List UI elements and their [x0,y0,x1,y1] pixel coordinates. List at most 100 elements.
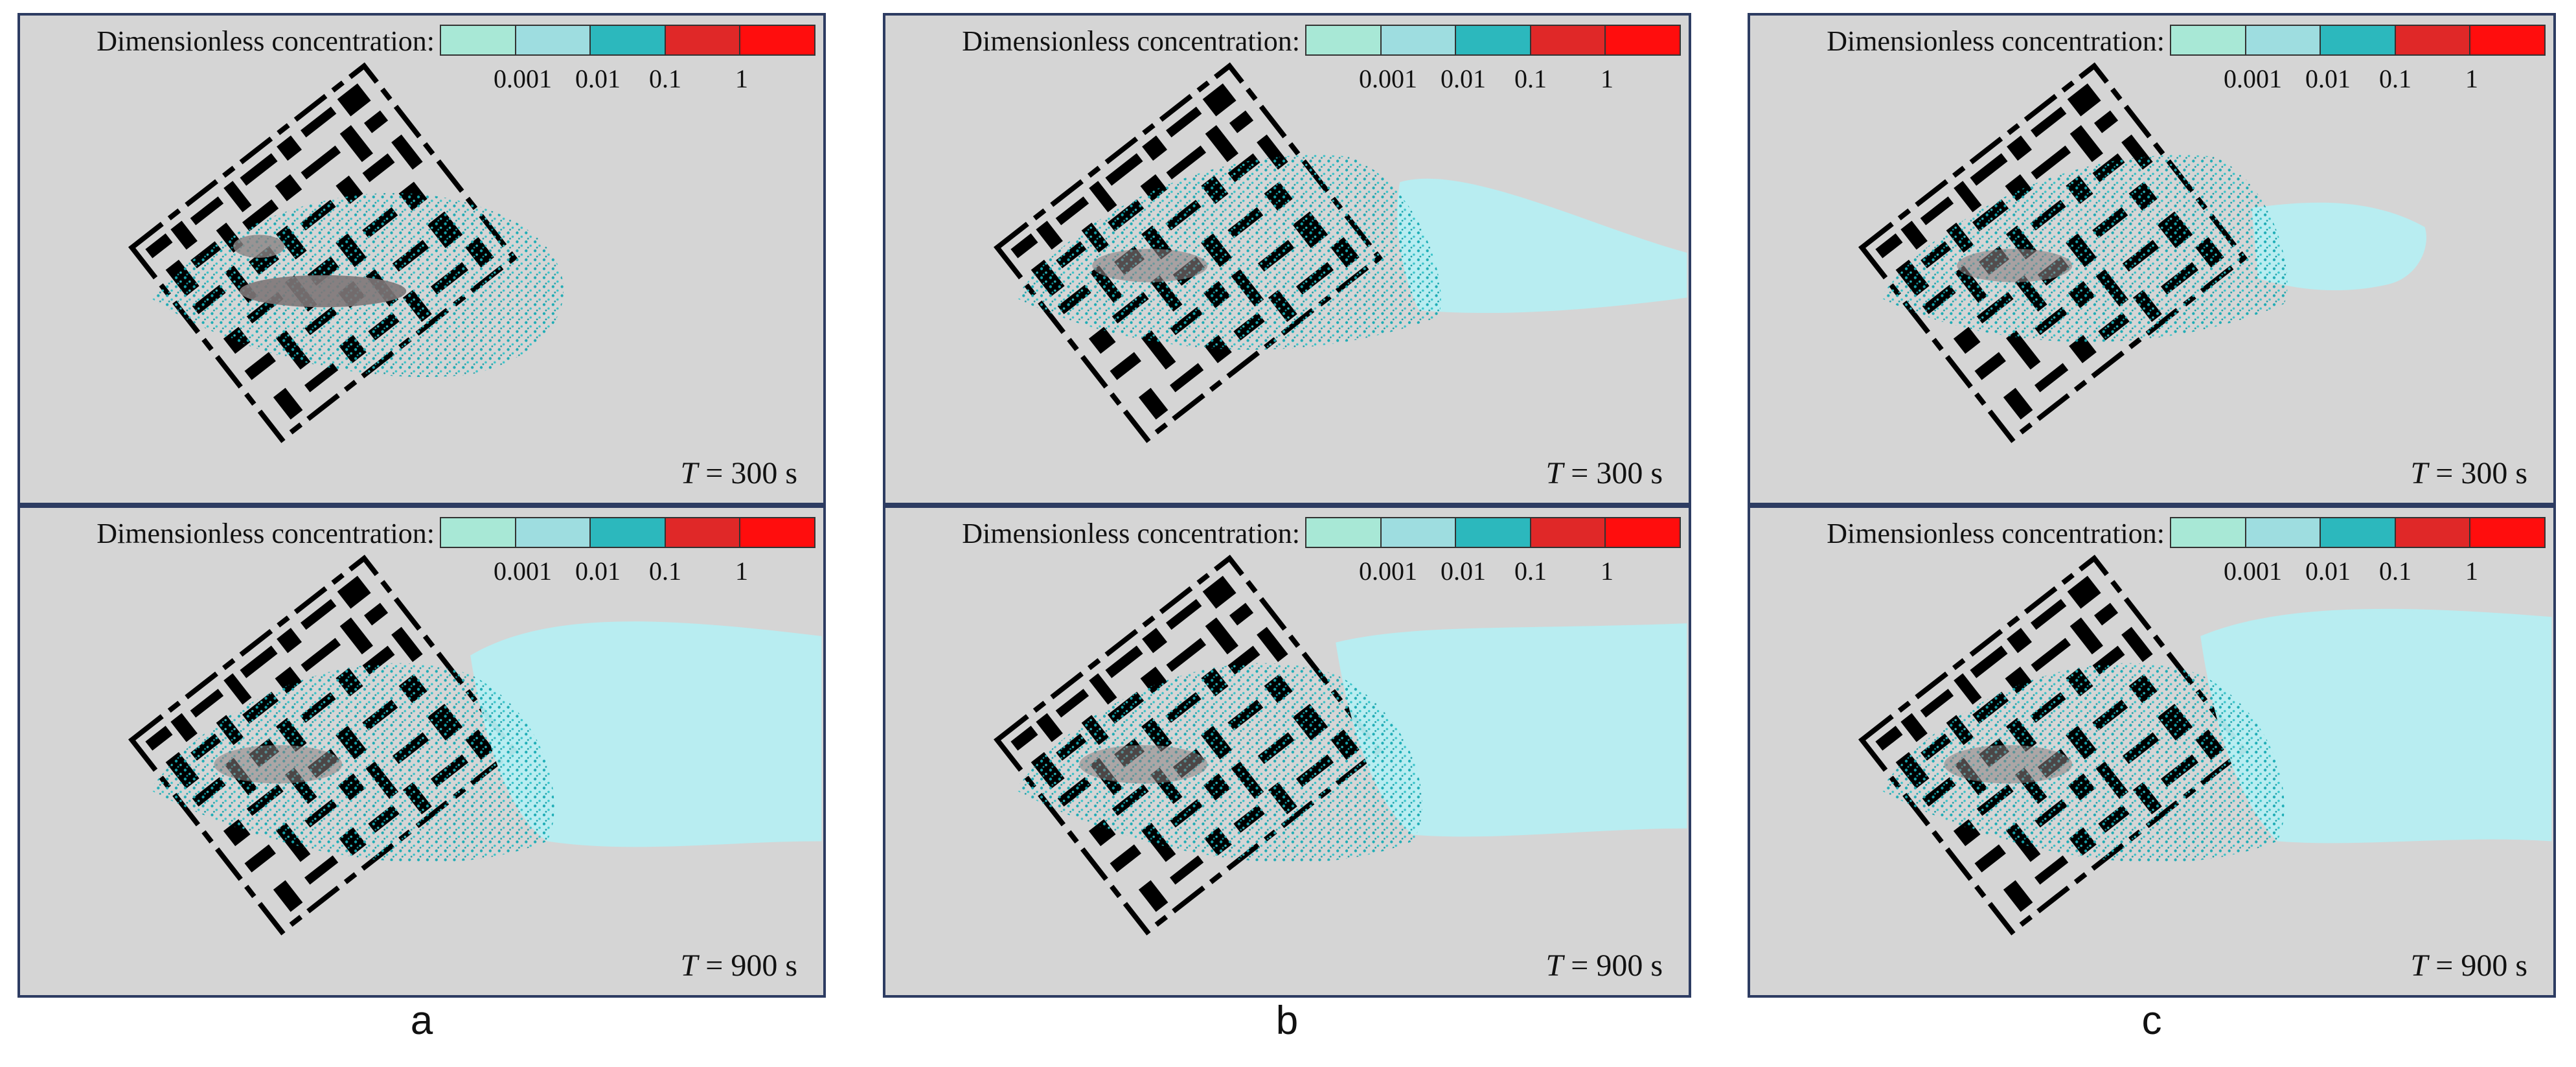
panel-a-t300: Dimensionless concentration: 0.001 0.01 … [17,13,826,505]
simulation-scene [885,16,1687,503]
legend-swatch [1606,518,1680,547]
column-b: Dimensionless concentration: 0.001 0.01 … [883,13,1691,998]
legend-tick: 1 [2465,64,2478,93]
concentration-legend: Dimensionless concentration: 0.001 0.01 … [885,513,1689,591]
plume-dense [1015,663,1422,863]
simulation-scene [1750,16,2426,503]
legend-tick: 0.01 [575,556,621,586]
legend-tick: 0.1 [1514,556,1547,586]
panel-c-t300: Dimensionless concentration: 0.001 0.01 … [1748,13,2556,505]
simulation-scene [1750,508,2552,995]
plume-dense [1880,663,2285,863]
legend-swatch [1456,26,1531,54]
legend-tick: 0.001 [2224,556,2282,586]
panel-c-t900: Dimensionless concentration: 0.001 0.01 … [1748,505,2556,998]
column-a: Dimensionless concentration: 0.001 0.01 … [17,13,826,998]
panel-letter-a: a [410,998,433,1043]
legend-swatch [665,26,741,54]
legend-swatch [441,26,516,54]
legend-swatch [516,518,591,547]
legend-title: Dimensionless concentration: [962,25,1300,57]
legend-swatch [1531,518,1606,547]
legend-title: Dimensionless concentration: [962,518,1300,549]
legend-swatch [2395,26,2471,54]
legend-swatch [1381,26,1457,54]
panel-letter-b: b [1275,998,1299,1043]
simulation-scene [20,16,564,503]
legend-swatch [2171,518,2246,547]
time-value: = 900 s [2435,948,2527,983]
legend-colorbar [2170,517,2546,548]
legend-swatch [1456,518,1531,547]
legend-tick: 1 [735,64,748,93]
legend-tick: 0.1 [649,556,681,586]
concentration-legend: Dimensionless concentration: 0.001 0.01 … [1750,513,2553,591]
legend-swatch [2321,518,2396,547]
time-label: T = 300 s [681,455,797,491]
legend-tick: 0.01 [2305,556,2351,586]
plume-core [239,275,407,308]
plume-core-secondary [233,235,285,258]
panel-a-t900: Dimensionless concentration: 0.001 0.01 … [17,505,826,998]
legend-tick: 0.001 [494,64,552,93]
time-variable: T [680,456,698,490]
plume-core [1079,745,1208,784]
legend-tick: 1 [735,556,748,586]
legend-tick: 0.01 [575,64,621,93]
plume-core [1944,745,2073,784]
legend-tick: 0.1 [2379,556,2411,586]
panel-letter-c: c [2141,998,2162,1043]
legend-swatch [2171,26,2246,54]
legend-swatch [740,518,814,547]
plume-dense [1015,155,1441,350]
legend-swatch [1381,518,1457,547]
time-label: T = 900 s [681,948,797,983]
simulation-scene [885,508,1687,995]
time-variable: T [2410,948,2428,983]
legend-tick: 0.1 [2379,64,2411,93]
legend-swatch [1306,26,1382,54]
time-value: = 900 s [1571,948,1663,983]
legend-tick: 0.001 [2224,64,2282,93]
time-value: = 300 s [1571,456,1663,490]
legend-tick: 0.01 [1441,556,1486,586]
legend-swatch [1531,26,1606,54]
legend-tick: 0.001 [1359,556,1417,586]
plume-light [1397,178,1687,314]
time-variable: T [1545,456,1564,490]
legend-swatch [665,518,741,547]
legend-swatch [591,518,666,547]
legend-colorbar [2170,25,2546,56]
plume-dense [1880,155,2288,342]
legend-tick: 0.1 [1514,64,1547,93]
legend-swatch [591,26,666,54]
legend-swatch [1606,26,1680,54]
legend-swatch [740,26,814,54]
legend-swatch [2470,26,2544,54]
concentration-legend: Dimensionless concentration: 0.001 0.01 … [1750,21,2553,98]
legend-swatch [2470,518,2544,547]
plume-core [214,745,343,784]
legend-colorbar [1305,517,1681,548]
plume-core [1092,249,1208,282]
concentration-legend: Dimensionless concentration: 0.001 0.01 … [20,21,823,98]
legend-tick: 1 [1601,556,1613,586]
concentration-legend: Dimensionless concentration: 0.001 0.01 … [885,21,1689,98]
time-value: = 900 s [705,948,797,983]
legend-title: Dimensionless concentration: [97,518,435,549]
panel-b-t900: Dimensionless concentration: 0.001 0.01 … [883,505,1691,998]
plume-light [1336,623,1687,837]
legend-tick: 0.1 [649,64,681,93]
time-label: T = 900 s [2411,948,2527,983]
legend-swatch [2246,518,2321,547]
legend-swatch [2395,518,2471,547]
legend-title: Dimensionless concentration: [1827,25,2165,57]
legend-tick: 0.001 [494,556,552,586]
legend-tick: 0.01 [1441,64,1486,93]
time-value: = 300 s [705,456,797,490]
time-value: = 300 s [2435,456,2527,490]
legend-title: Dimensionless concentration: [1827,518,2165,549]
plume-dense [150,663,554,863]
plume-light [2251,202,2426,291]
plume-light [470,621,822,847]
